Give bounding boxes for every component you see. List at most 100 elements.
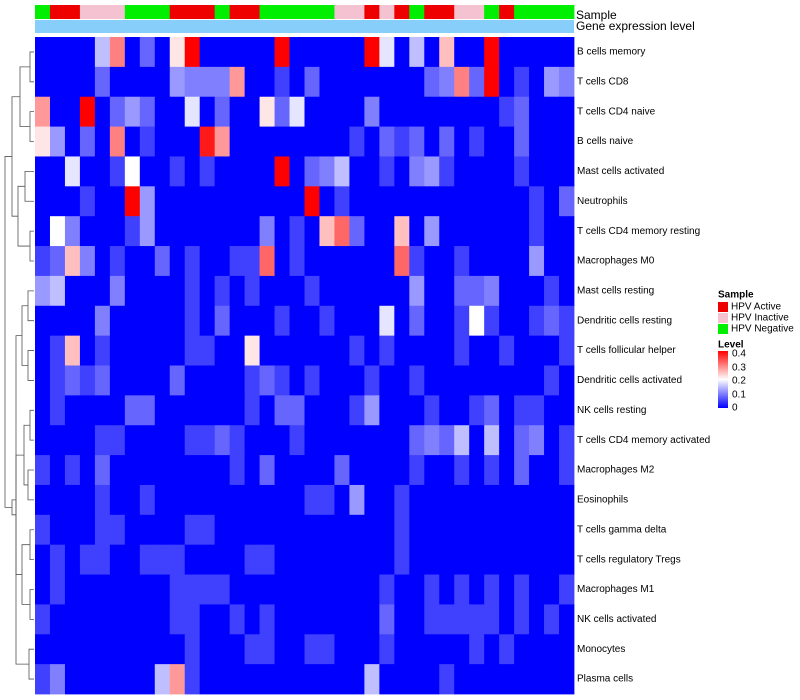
heatmap-cell — [394, 604, 410, 635]
heatmap-cell — [454, 275, 470, 307]
heatmap-cell — [394, 664, 410, 695]
heatmap-cell — [79, 455, 96, 486]
heatmap-cell — [349, 156, 365, 187]
heatmap-cell — [454, 484, 470, 516]
heatmap-cell — [124, 664, 141, 695]
dendrogram-branch — [29, 409, 34, 441]
heatmap-cell — [244, 604, 260, 635]
heatmap-cell — [35, 484, 51, 516]
heatmap-cell — [484, 96, 500, 127]
heatmap-cell — [304, 664, 320, 695]
heatmap-cell — [274, 126, 290, 157]
heatmap-cell — [334, 484, 350, 516]
heatmap-cell — [229, 544, 246, 575]
heatmap-cell — [169, 604, 186, 635]
sample-annotation-cell — [424, 5, 440, 19]
sample-annotation-cell — [514, 5, 530, 19]
heatmap-cell — [289, 305, 305, 337]
heatmap-cell — [514, 544, 530, 575]
heatmap-cell — [529, 216, 545, 247]
heatmap-cell — [79, 574, 96, 605]
heatmap-cell — [484, 305, 500, 337]
heatmap-cell — [139, 37, 156, 68]
heatmap-cell — [289, 126, 305, 157]
heatmap-cell — [379, 395, 395, 426]
heatmap-cell — [199, 634, 216, 665]
heatmap-cell — [274, 275, 290, 307]
heatmap-cell — [64, 37, 81, 68]
heatmap-cell — [409, 186, 425, 217]
heatmap-cell — [514, 96, 530, 127]
sample-annotation-cell — [529, 5, 545, 19]
dendrogram-branch — [28, 648, 34, 680]
heatmap-cell — [184, 216, 201, 247]
heatmap-cell — [499, 544, 515, 575]
heatmap-cell — [514, 335, 530, 366]
heatmap-cell — [199, 365, 216, 396]
heatmap-cell — [244, 66, 260, 98]
heatmap-cell — [259, 634, 275, 665]
heatmap-cell — [409, 66, 425, 98]
heatmap-cell — [64, 395, 81, 426]
heatmap-cell — [439, 216, 455, 247]
heatmap-cell — [184, 365, 201, 396]
heatmap-cell — [124, 634, 141, 665]
heatmap-cell — [169, 275, 186, 307]
heatmap-cell — [514, 216, 530, 247]
heatmap-cell — [109, 365, 126, 396]
heatmap-cell — [424, 126, 440, 157]
heatmap-cell — [439, 305, 455, 337]
heatmap-cell — [334, 96, 350, 127]
heatmap-cell — [514, 156, 530, 187]
heatmap-cell — [109, 186, 126, 217]
dendrogram-branch — [29, 230, 34, 262]
heatmap-cell — [109, 425, 126, 456]
heatmap-cell — [499, 156, 515, 187]
heatmap-cell — [154, 395, 171, 426]
heatmap-cell — [214, 634, 231, 665]
heatmap-cell — [424, 634, 440, 665]
heatmap-cell — [424, 484, 440, 516]
heatmap-cell — [289, 335, 305, 366]
heatmap-cell — [139, 664, 156, 695]
heatmap-cell — [439, 425, 455, 456]
heatmap-cell — [379, 96, 395, 127]
heatmap-cell — [35, 425, 51, 456]
heatmap-cell — [529, 66, 545, 98]
heatmap-cell — [49, 335, 66, 366]
sample-legend-title: Sample — [718, 290, 754, 301]
heatmap-cell — [364, 395, 380, 426]
heatmap-cell — [169, 216, 186, 247]
heatmap-cell — [154, 544, 171, 575]
heatmap-cell — [94, 574, 111, 605]
heatmap-cell — [259, 275, 275, 307]
heatmap-cell — [529, 335, 545, 366]
heatmap-cell — [469, 96, 485, 127]
heatmap-cell — [379, 275, 395, 307]
heatmap-cell — [454, 664, 470, 695]
heatmap-cell — [409, 246, 425, 277]
heatmap-cell — [439, 604, 455, 635]
heatmap-cell — [229, 216, 246, 247]
heatmap-cell — [334, 246, 350, 277]
heatmap-cell — [244, 186, 260, 217]
heatmap-cell — [304, 216, 320, 247]
heatmap-cell — [484, 544, 500, 575]
heatmap-cell — [319, 66, 335, 98]
heatmap-cell — [289, 664, 305, 695]
heatmap-cell — [184, 335, 201, 366]
heatmap-cell — [124, 544, 141, 575]
heatmap-cell — [124, 365, 141, 396]
heatmap-cell — [424, 246, 440, 277]
heatmap-cell — [139, 365, 156, 396]
heatmap-cell — [79, 544, 96, 575]
sample-annotation-cell — [544, 5, 560, 19]
heatmap-cell — [199, 335, 216, 366]
heatmap-cell — [454, 335, 470, 366]
heatmap-cell — [289, 66, 305, 98]
heatmap-cell — [154, 126, 171, 157]
heatmap-cell — [184, 574, 201, 605]
heatmap-cell — [35, 544, 51, 575]
heatmap-cell — [499, 634, 515, 665]
heatmap-cell — [514, 455, 530, 486]
